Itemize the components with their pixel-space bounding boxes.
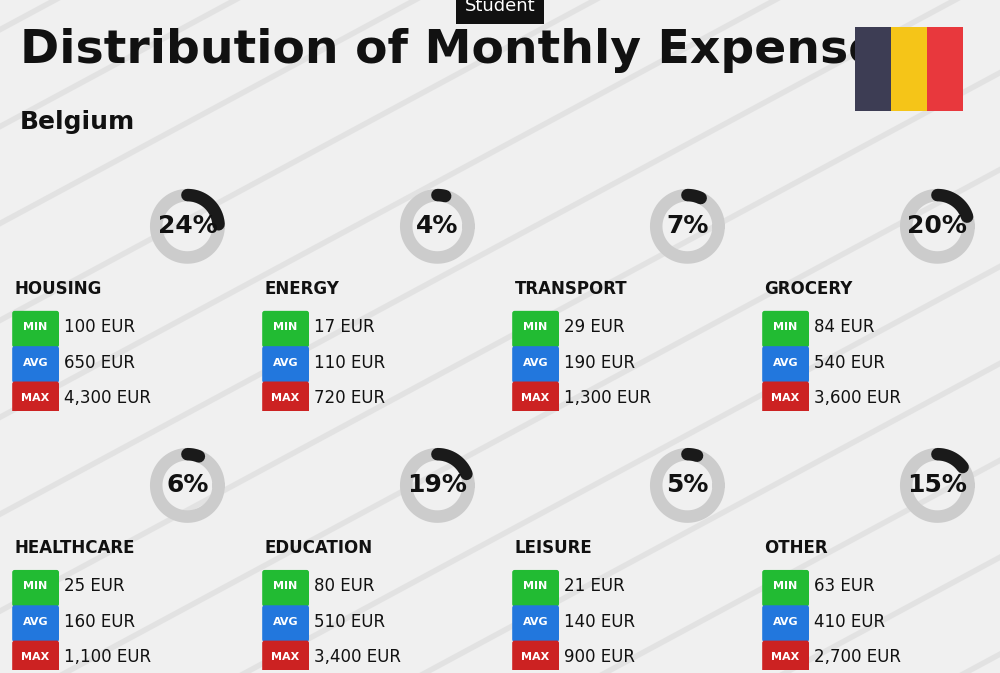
- Text: 190 EUR: 190 EUR: [564, 353, 635, 371]
- FancyBboxPatch shape: [262, 570, 309, 606]
- FancyBboxPatch shape: [262, 311, 309, 347]
- Text: AVG: AVG: [23, 616, 48, 627]
- Text: 24%: 24%: [158, 214, 217, 238]
- FancyBboxPatch shape: [512, 570, 559, 606]
- Text: 540 EUR: 540 EUR: [814, 353, 885, 371]
- Text: EDUCATION: EDUCATION: [265, 540, 373, 557]
- Text: 3,400 EUR: 3,400 EUR: [314, 648, 401, 666]
- FancyBboxPatch shape: [512, 311, 559, 347]
- FancyBboxPatch shape: [762, 346, 809, 383]
- Text: 410 EUR: 410 EUR: [814, 612, 885, 631]
- Text: 80 EUR: 80 EUR: [314, 577, 374, 596]
- Text: 20%: 20%: [907, 214, 967, 238]
- FancyBboxPatch shape: [762, 570, 809, 606]
- FancyBboxPatch shape: [12, 570, 59, 606]
- FancyBboxPatch shape: [12, 311, 59, 347]
- Text: 100 EUR: 100 EUR: [64, 318, 135, 336]
- FancyBboxPatch shape: [262, 346, 309, 383]
- Text: 84 EUR: 84 EUR: [814, 318, 874, 336]
- FancyBboxPatch shape: [262, 382, 309, 418]
- Text: 1,100 EUR: 1,100 EUR: [64, 648, 151, 666]
- Text: 17 EUR: 17 EUR: [314, 318, 374, 336]
- Text: MAX: MAX: [271, 393, 300, 403]
- FancyBboxPatch shape: [262, 641, 309, 673]
- Text: Distribution of Monthly Expenses: Distribution of Monthly Expenses: [20, 28, 908, 73]
- Text: 63 EUR: 63 EUR: [814, 577, 874, 596]
- FancyBboxPatch shape: [512, 382, 559, 418]
- Text: Belgium: Belgium: [20, 110, 135, 134]
- FancyBboxPatch shape: [512, 641, 559, 673]
- Text: MIN: MIN: [273, 322, 298, 332]
- Text: MIN: MIN: [273, 581, 298, 592]
- FancyBboxPatch shape: [762, 311, 809, 347]
- Bar: [891, 27, 927, 111]
- Text: 650 EUR: 650 EUR: [64, 353, 135, 371]
- Text: 15%: 15%: [907, 473, 967, 497]
- FancyBboxPatch shape: [12, 641, 59, 673]
- Text: 29 EUR: 29 EUR: [564, 318, 624, 336]
- Text: AVG: AVG: [523, 357, 548, 367]
- Text: 7%: 7%: [666, 214, 709, 238]
- Text: AVG: AVG: [23, 357, 48, 367]
- Text: HOUSING: HOUSING: [15, 281, 102, 298]
- FancyBboxPatch shape: [762, 605, 809, 642]
- Text: 4%: 4%: [416, 214, 459, 238]
- Text: MIN: MIN: [23, 581, 48, 592]
- Text: AVG: AVG: [523, 616, 548, 627]
- Text: GROCERY: GROCERY: [765, 281, 853, 298]
- Text: MAX: MAX: [771, 393, 800, 403]
- Text: AVG: AVG: [273, 357, 298, 367]
- FancyBboxPatch shape: [12, 346, 59, 383]
- Text: MAX: MAX: [521, 393, 550, 403]
- Text: AVG: AVG: [773, 357, 798, 367]
- Text: 1,300 EUR: 1,300 EUR: [564, 389, 651, 407]
- FancyBboxPatch shape: [762, 641, 809, 673]
- Text: MAX: MAX: [521, 652, 550, 662]
- Text: MIN: MIN: [23, 322, 48, 332]
- Text: MIN: MIN: [773, 581, 798, 592]
- Text: 3,600 EUR: 3,600 EUR: [814, 389, 901, 407]
- Text: 25 EUR: 25 EUR: [64, 577, 124, 596]
- Text: 720 EUR: 720 EUR: [314, 389, 385, 407]
- Text: MAX: MAX: [771, 652, 800, 662]
- Bar: [855, 27, 891, 111]
- FancyBboxPatch shape: [512, 346, 559, 383]
- Text: 900 EUR: 900 EUR: [564, 648, 635, 666]
- Text: MIN: MIN: [773, 322, 798, 332]
- Text: MAX: MAX: [21, 393, 50, 403]
- FancyBboxPatch shape: [512, 605, 559, 642]
- FancyBboxPatch shape: [12, 605, 59, 642]
- Text: 110 EUR: 110 EUR: [314, 353, 385, 371]
- Text: MAX: MAX: [21, 652, 50, 662]
- Bar: [927, 27, 963, 111]
- Text: 21 EUR: 21 EUR: [564, 577, 625, 596]
- Text: HEALTHCARE: HEALTHCARE: [15, 540, 135, 557]
- FancyBboxPatch shape: [762, 382, 809, 418]
- Text: TRANSPORT: TRANSPORT: [515, 281, 627, 298]
- Text: ENERGY: ENERGY: [265, 281, 339, 298]
- FancyBboxPatch shape: [12, 382, 59, 418]
- Text: AVG: AVG: [273, 616, 298, 627]
- Text: 510 EUR: 510 EUR: [314, 612, 385, 631]
- Text: 4,300 EUR: 4,300 EUR: [64, 389, 151, 407]
- Text: 140 EUR: 140 EUR: [564, 612, 635, 631]
- Text: 6%: 6%: [166, 473, 209, 497]
- Text: MIN: MIN: [523, 322, 548, 332]
- Text: Student: Student: [465, 0, 535, 15]
- Text: MIN: MIN: [523, 581, 548, 592]
- Text: 160 EUR: 160 EUR: [64, 612, 135, 631]
- Text: 5%: 5%: [666, 473, 709, 497]
- Text: 19%: 19%: [407, 473, 467, 497]
- FancyBboxPatch shape: [262, 605, 309, 642]
- Text: OTHER: OTHER: [765, 540, 828, 557]
- Text: LEISURE: LEISURE: [515, 540, 592, 557]
- Text: MAX: MAX: [271, 652, 300, 662]
- Text: AVG: AVG: [773, 616, 798, 627]
- Text: 2,700 EUR: 2,700 EUR: [814, 648, 901, 666]
